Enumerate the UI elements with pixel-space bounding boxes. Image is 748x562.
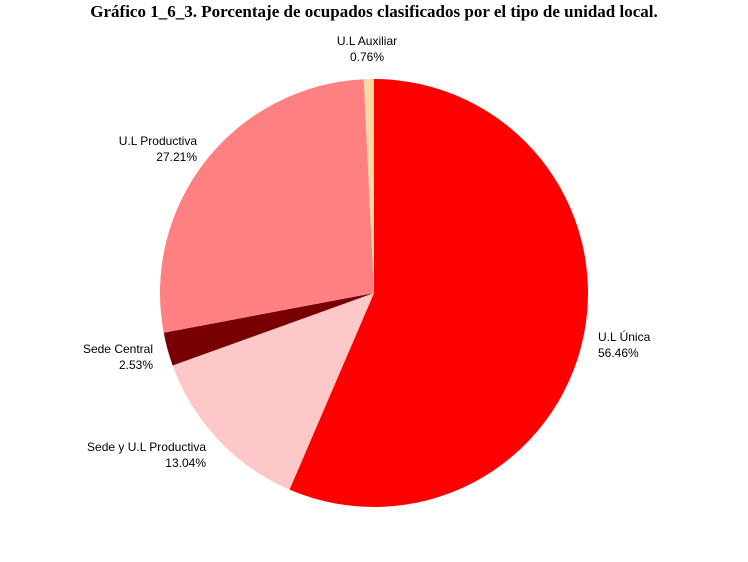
pie-slice-u-l-productiva <box>160 79 374 333</box>
slice-label: Sede Central 2.53% <box>83 342 153 372</box>
pie-slice-u-l-única <box>289 79 588 508</box>
pie-slice-sede-central <box>163 293 374 366</box>
slice-label: U.L Auxiliar 0.76% <box>337 34 397 64</box>
slice-label: Sede y U.L Productiva 13.04% <box>87 440 206 470</box>
pie-slice-sede-y-u-l-productiva <box>172 293 374 490</box>
chart-title: Gráfico 1_6_3. Porcentaje de ocupados cl… <box>90 2 658 21</box>
slice-label: U.L Única 56.46% <box>598 329 651 360</box>
slice-label: U.L Productiva 27.21% <box>119 134 198 164</box>
pie-slice-u-l-auxiliar <box>363 79 374 293</box>
